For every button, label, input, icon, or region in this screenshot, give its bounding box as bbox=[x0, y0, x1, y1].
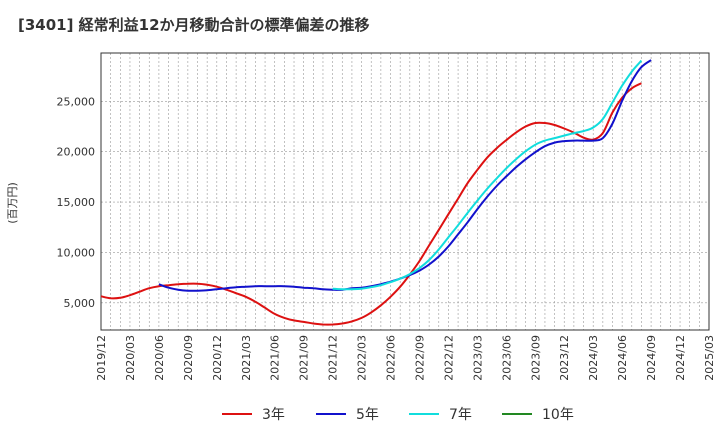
x-tick-label: 2022/09 bbox=[413, 335, 426, 381]
legend: 3年 5年 7年 10年 bbox=[222, 407, 574, 423]
plot-area bbox=[100, 52, 710, 331]
x-tick-label: 2024/09 bbox=[645, 335, 658, 381]
x-tick-label: 2022/12 bbox=[442, 335, 455, 381]
x-tick-label: 2023/12 bbox=[558, 335, 571, 381]
legend-label-7年: 7年 bbox=[449, 407, 472, 423]
x-tick-label: 2023/06 bbox=[500, 335, 513, 381]
y-tick-label: 5,000 bbox=[64, 297, 96, 310]
x-tick-label: 2022/03 bbox=[356, 335, 369, 381]
y-tick-label: 10,000 bbox=[57, 246, 96, 259]
x-tick-label: 2020/12 bbox=[211, 335, 224, 381]
chart-title: [3401] 経常利益12か月移動合計の標準偏差の推移 bbox=[18, 16, 370, 34]
y-axis-label: (百万円) bbox=[6, 182, 19, 224]
x-tick-label: 2020/03 bbox=[124, 335, 137, 381]
x-tick-label: 2021/09 bbox=[298, 335, 311, 381]
x-tick-label: 2021/06 bbox=[269, 335, 282, 381]
x-tick-label: 2020/06 bbox=[153, 335, 166, 381]
x-tick-label: 2025/03 bbox=[703, 335, 716, 381]
x-tick-label: 2024/03 bbox=[587, 335, 600, 381]
y-axis-ticks: 5,000 10,000 15,000 20,000 25,000 bbox=[57, 95, 96, 309]
x-tick-label: 2019/12 bbox=[95, 335, 108, 381]
legend-label-3年: 3年 bbox=[262, 407, 285, 423]
x-tick-label: 2020/09 bbox=[182, 335, 195, 381]
x-tick-label: 2024/06 bbox=[616, 335, 629, 381]
series-line-3年 bbox=[100, 82, 642, 326]
legend-label-5年: 5年 bbox=[356, 407, 379, 423]
x-axis-ticks: 2019/12 2020/03 2020/06 2020/09 2020/12 2021/… bbox=[95, 335, 716, 381]
legend-label-10年: 10年 bbox=[542, 407, 574, 423]
series-lines bbox=[100, 59, 652, 326]
x-tick-label: 2022/06 bbox=[385, 335, 398, 381]
x-tick-label: 2021/03 bbox=[240, 335, 253, 381]
series-line-5年 bbox=[158, 59, 652, 292]
series-line-7年 bbox=[332, 59, 643, 291]
y-tick-label: 25,000 bbox=[57, 95, 96, 108]
x-tick-label: 2021/12 bbox=[327, 335, 340, 381]
x-tick-label: 2024/12 bbox=[674, 335, 687, 381]
x-tick-label: 2023/09 bbox=[529, 335, 542, 381]
x-tick-label: 2023/03 bbox=[471, 335, 484, 381]
y-tick-label: 15,000 bbox=[57, 196, 96, 209]
grid bbox=[101, 53, 709, 330]
y-tick-label: 20,000 bbox=[57, 146, 96, 159]
